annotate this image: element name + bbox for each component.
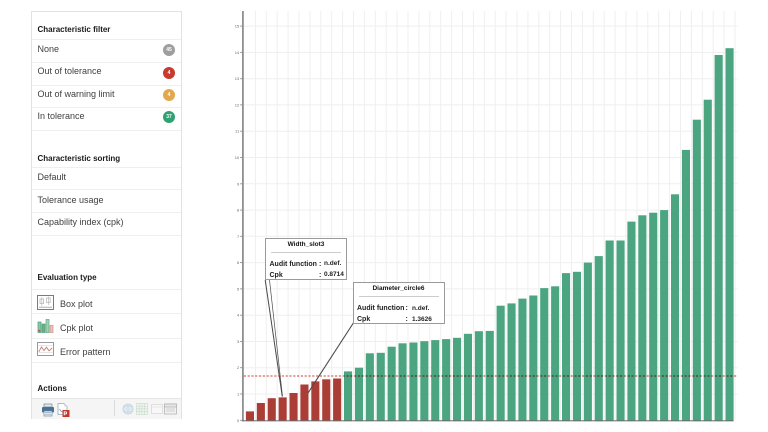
- svg-text:4: 4: [237, 313, 240, 318]
- svg-text:8: 8: [237, 208, 240, 213]
- svg-text:5: 5: [237, 286, 240, 291]
- svg-text:1: 1: [237, 392, 240, 397]
- svg-text:13: 13: [235, 76, 240, 81]
- svg-text:0: 0: [237, 418, 240, 423]
- svg-text:9: 9: [237, 181, 240, 186]
- svg-text:10: 10: [235, 155, 240, 160]
- svg-text:7: 7: [237, 234, 240, 239]
- svg-text:12: 12: [235, 102, 240, 107]
- svg-text:11: 11: [235, 129, 240, 134]
- svg-text:3: 3: [237, 339, 240, 344]
- svg-text:14: 14: [235, 50, 240, 55]
- svg-text:15: 15: [235, 24, 240, 29]
- svg-text:2: 2: [237, 365, 240, 370]
- svg-text:6: 6: [237, 260, 240, 265]
